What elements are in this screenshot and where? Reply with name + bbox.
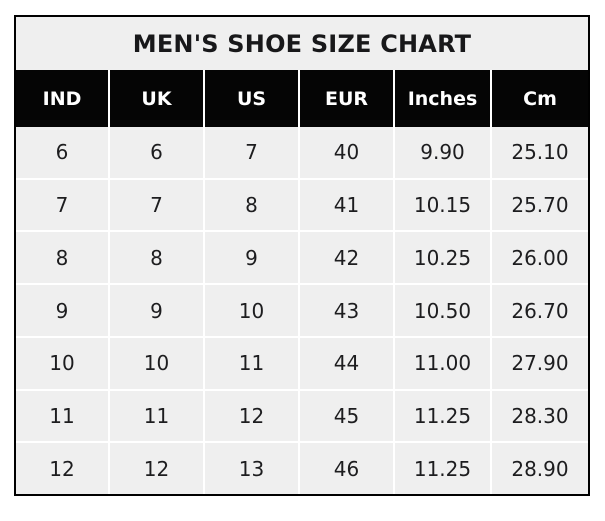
cell-ind: 6 <box>16 127 110 178</box>
cell-eur: 40 <box>300 127 395 178</box>
chart-title-row: MEN'S SHOE SIZE CHART <box>16 17 588 70</box>
cell-eur: 43 <box>300 285 395 336</box>
cell-us: 13 <box>205 443 300 495</box>
cell-uk: 7 <box>110 179 205 231</box>
cell-ind: 7 <box>16 179 110 231</box>
table-row: 8 8 9 42 10.25 26.00 <box>16 232 588 286</box>
cell-ind: 12 <box>16 443 110 495</box>
table-row: 12 12 13 46 11.25 28.90 <box>16 443 588 495</box>
table-row: 9 9 10 43 10.50 26.70 <box>16 285 588 338</box>
column-header-cm: Cm <box>492 70 588 127</box>
cell-uk: 11 <box>110 390 205 442</box>
column-header-ind: IND <box>16 70 110 127</box>
cell-cm: 25.70 <box>492 179 588 231</box>
cell-uk: 12 <box>110 443 205 495</box>
cell-eur: 45 <box>300 390 395 442</box>
table-row: 7 7 8 41 10.15 25.70 <box>16 179 588 233</box>
cell-uk: 9 <box>110 285 205 336</box>
table-row: 10 10 11 44 11.00 27.90 <box>16 337 588 391</box>
cell-cm: 26.00 <box>492 232 588 284</box>
cell-inches: 11.25 <box>395 443 492 495</box>
cell-cm: 27.90 <box>492 337 588 389</box>
cell-inches: 11.00 <box>395 337 492 389</box>
table-row: 6 6 7 40 9.90 25.10 <box>16 127 588 180</box>
cell-us: 8 <box>205 179 300 231</box>
cell-cm: 28.90 <box>492 443 588 495</box>
column-header-inches: Inches <box>395 70 492 127</box>
cell-uk: 8 <box>110 232 205 284</box>
cell-ind: 10 <box>16 337 110 389</box>
cell-eur: 46 <box>300 443 395 495</box>
cell-cm: 25.10 <box>492 127 588 178</box>
cell-cm: 28.30 <box>492 390 588 442</box>
table-body: 6 6 7 40 9.90 25.10 7 7 8 41 10.15 25.70… <box>16 127 588 495</box>
cell-uk: 6 <box>110 127 205 178</box>
column-header-uk: UK <box>110 70 205 127</box>
cell-us: 7 <box>205 127 300 178</box>
cell-us: 11 <box>205 337 300 389</box>
column-header-eur: EUR <box>300 70 395 127</box>
cell-inches: 10.50 <box>395 285 492 336</box>
cell-inches: 10.25 <box>395 232 492 284</box>
cell-us: 12 <box>205 390 300 442</box>
cell-ind: 11 <box>16 390 110 442</box>
page-title: MEN'S SHOE SIZE CHART <box>132 29 472 58</box>
cell-eur: 41 <box>300 179 395 231</box>
column-header-us: US <box>205 70 300 127</box>
table-row: 11 11 12 45 11.25 28.30 <box>16 390 588 444</box>
cell-us: 9 <box>205 232 300 284</box>
cell-eur: 42 <box>300 232 395 284</box>
cell-uk: 10 <box>110 337 205 389</box>
table-header-row: IND UK US EUR Inches Cm <box>16 70 588 127</box>
cell-eur: 44 <box>300 337 395 389</box>
cell-ind: 9 <box>16 285 110 336</box>
cell-inches: 10.15 <box>395 179 492 231</box>
cell-inches: 11.25 <box>395 390 492 442</box>
size-chart-table: MEN'S SHOE SIZE CHART IND UK US EUR Inch… <box>14 15 590 496</box>
cell-inches: 9.90 <box>395 127 492 178</box>
cell-cm: 26.70 <box>492 285 588 336</box>
cell-us: 10 <box>205 285 300 336</box>
cell-ind: 8 <box>16 232 110 284</box>
